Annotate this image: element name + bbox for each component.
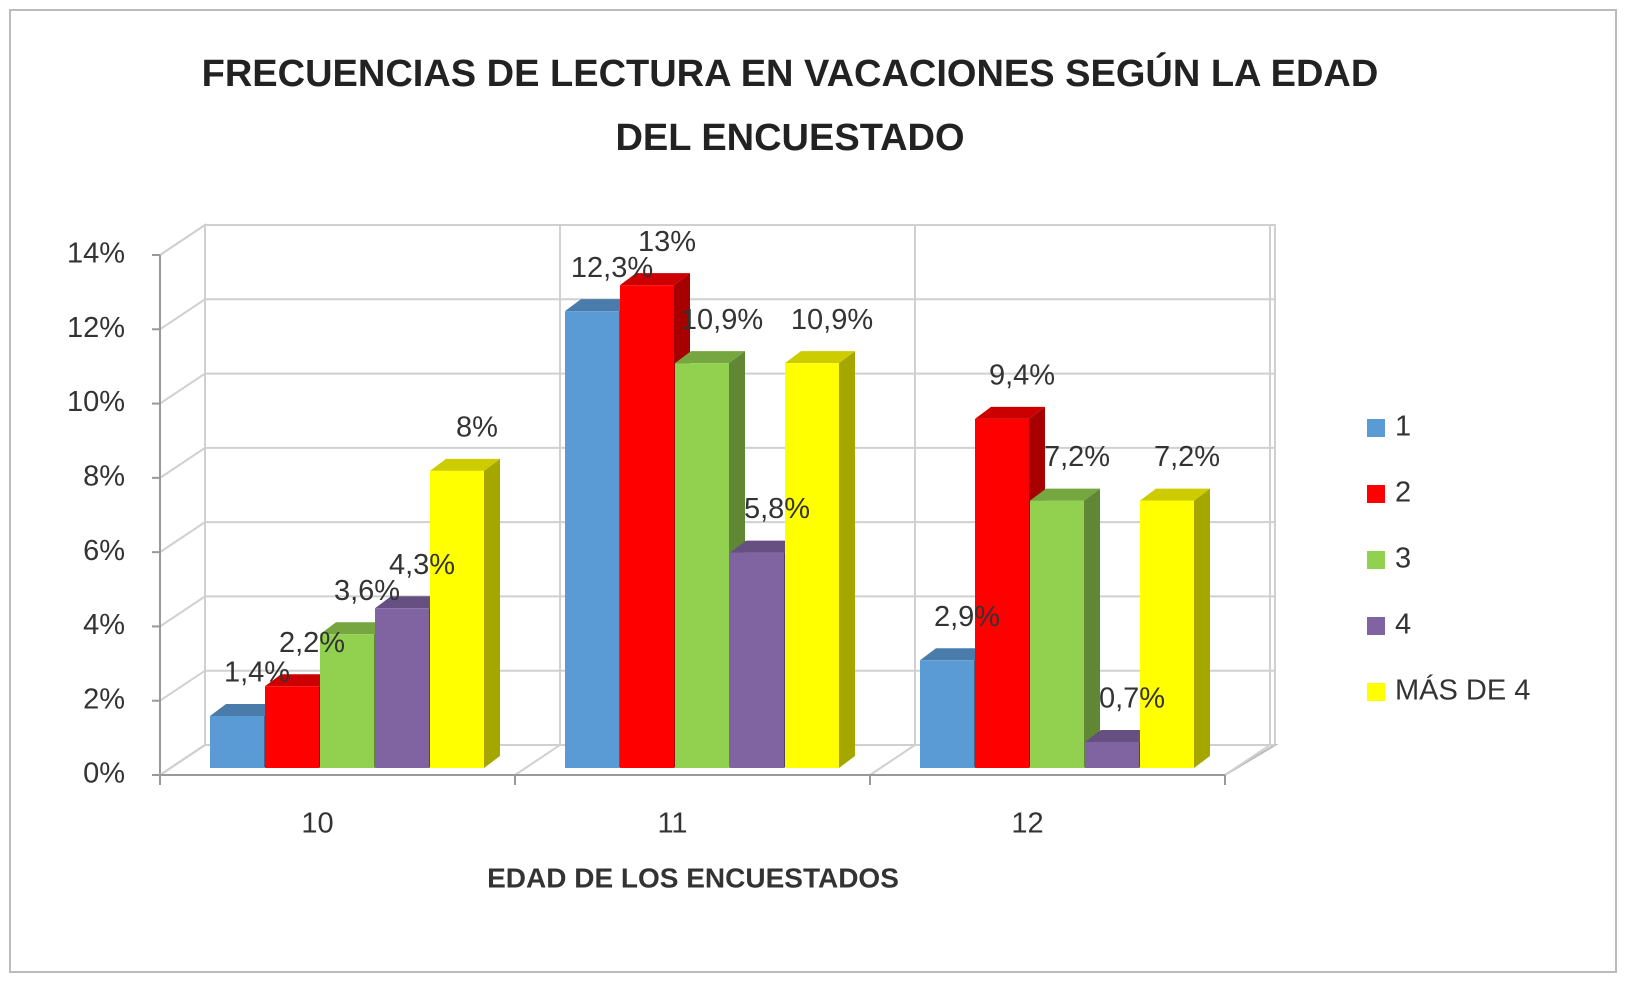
bar	[375, 608, 429, 768]
y-tick-label: 6%	[83, 535, 125, 567]
bar	[785, 363, 839, 768]
chart-title: FRECUENCIAS DE LECTURA EN VACACIONES SEG…	[201, 53, 1379, 159]
bar	[1140, 500, 1194, 768]
data-label: 8%	[456, 412, 498, 444]
bar-top	[730, 540, 800, 553]
x-tick-label: 11	[657, 808, 687, 840]
bar-top	[920, 648, 990, 661]
data-label: 1,4%	[224, 657, 290, 689]
y-tick-label: 8%	[83, 461, 125, 493]
data-label: 4,3%	[389, 549, 455, 581]
legend-swatch	[1367, 419, 1385, 437]
y-tick-label: 4%	[83, 609, 125, 641]
bar-top	[320, 622, 390, 635]
y-tick-label: 10%	[67, 386, 125, 418]
bar	[265, 686, 319, 768]
legend-label: 1	[1395, 411, 1411, 443]
bar	[730, 552, 784, 768]
bar	[210, 716, 264, 768]
bar-top	[975, 406, 1045, 419]
legend-label: 2	[1395, 477, 1411, 509]
bar	[1085, 742, 1139, 768]
bar	[320, 634, 374, 768]
bar-top	[375, 596, 445, 609]
data-label: 7,2%	[1044, 441, 1110, 473]
bar	[565, 311, 619, 768]
bar	[920, 660, 974, 768]
data-label: 12,3%	[571, 252, 653, 284]
bar	[1030, 500, 1084, 768]
bar-top	[265, 674, 335, 687]
legend-label: 3	[1395, 543, 1411, 575]
x-tick-label: 10	[301, 808, 333, 840]
legend-swatch	[1367, 485, 1385, 503]
data-label: 0,7%	[1099, 683, 1165, 715]
data-label: 2,9%	[934, 601, 1000, 633]
y-tick-label: 0%	[83, 758, 125, 790]
x-tick-label: 12	[1011, 808, 1043, 840]
bar-top	[620, 273, 690, 286]
bar-top	[430, 458, 500, 471]
data-label: 7,2%	[1154, 441, 1220, 473]
bar	[430, 470, 484, 768]
data-label: 10,9%	[791, 304, 873, 336]
y-tick-label: 12%	[67, 312, 125, 344]
bar-top	[675, 351, 745, 364]
data-label: 13%	[638, 226, 696, 258]
y-tick-label: 2%	[83, 683, 125, 715]
bar-top	[1030, 488, 1100, 501]
category-divider	[514, 225, 561, 776]
bar-top	[210, 704, 280, 716]
bar-side	[839, 351, 855, 768]
legend-swatch	[1367, 617, 1385, 635]
bar-side	[1194, 488, 1210, 768]
bar-top	[565, 299, 635, 312]
data-label: 3,6%	[334, 575, 400, 607]
y-tick-label: 14%	[67, 238, 125, 270]
legend-swatch	[1367, 683, 1385, 701]
bar-side	[484, 458, 500, 768]
category-divider	[159, 225, 206, 776]
legend-label: 4	[1395, 609, 1411, 641]
data-label: 2,2%	[279, 627, 345, 659]
x-axis-label: EDAD DE LOS ENCUESTADOS	[487, 862, 899, 893]
category-divider	[869, 225, 916, 776]
bar	[675, 363, 729, 768]
legend-swatch	[1367, 551, 1385, 569]
data-label: 10,9%	[681, 304, 763, 336]
legend-label: MÁS DE 4	[1395, 674, 1530, 707]
bar	[620, 285, 674, 768]
bar-side	[1084, 488, 1100, 768]
bar-top	[785, 351, 855, 364]
side-wall	[159, 223, 206, 777]
category-divider	[1224, 225, 1271, 776]
bar-top	[1140, 488, 1210, 501]
data-label: 9,4%	[989, 360, 1055, 392]
bar	[975, 418, 1029, 768]
data-label: 5,8%	[744, 493, 810, 525]
bar-top	[1085, 730, 1155, 742]
